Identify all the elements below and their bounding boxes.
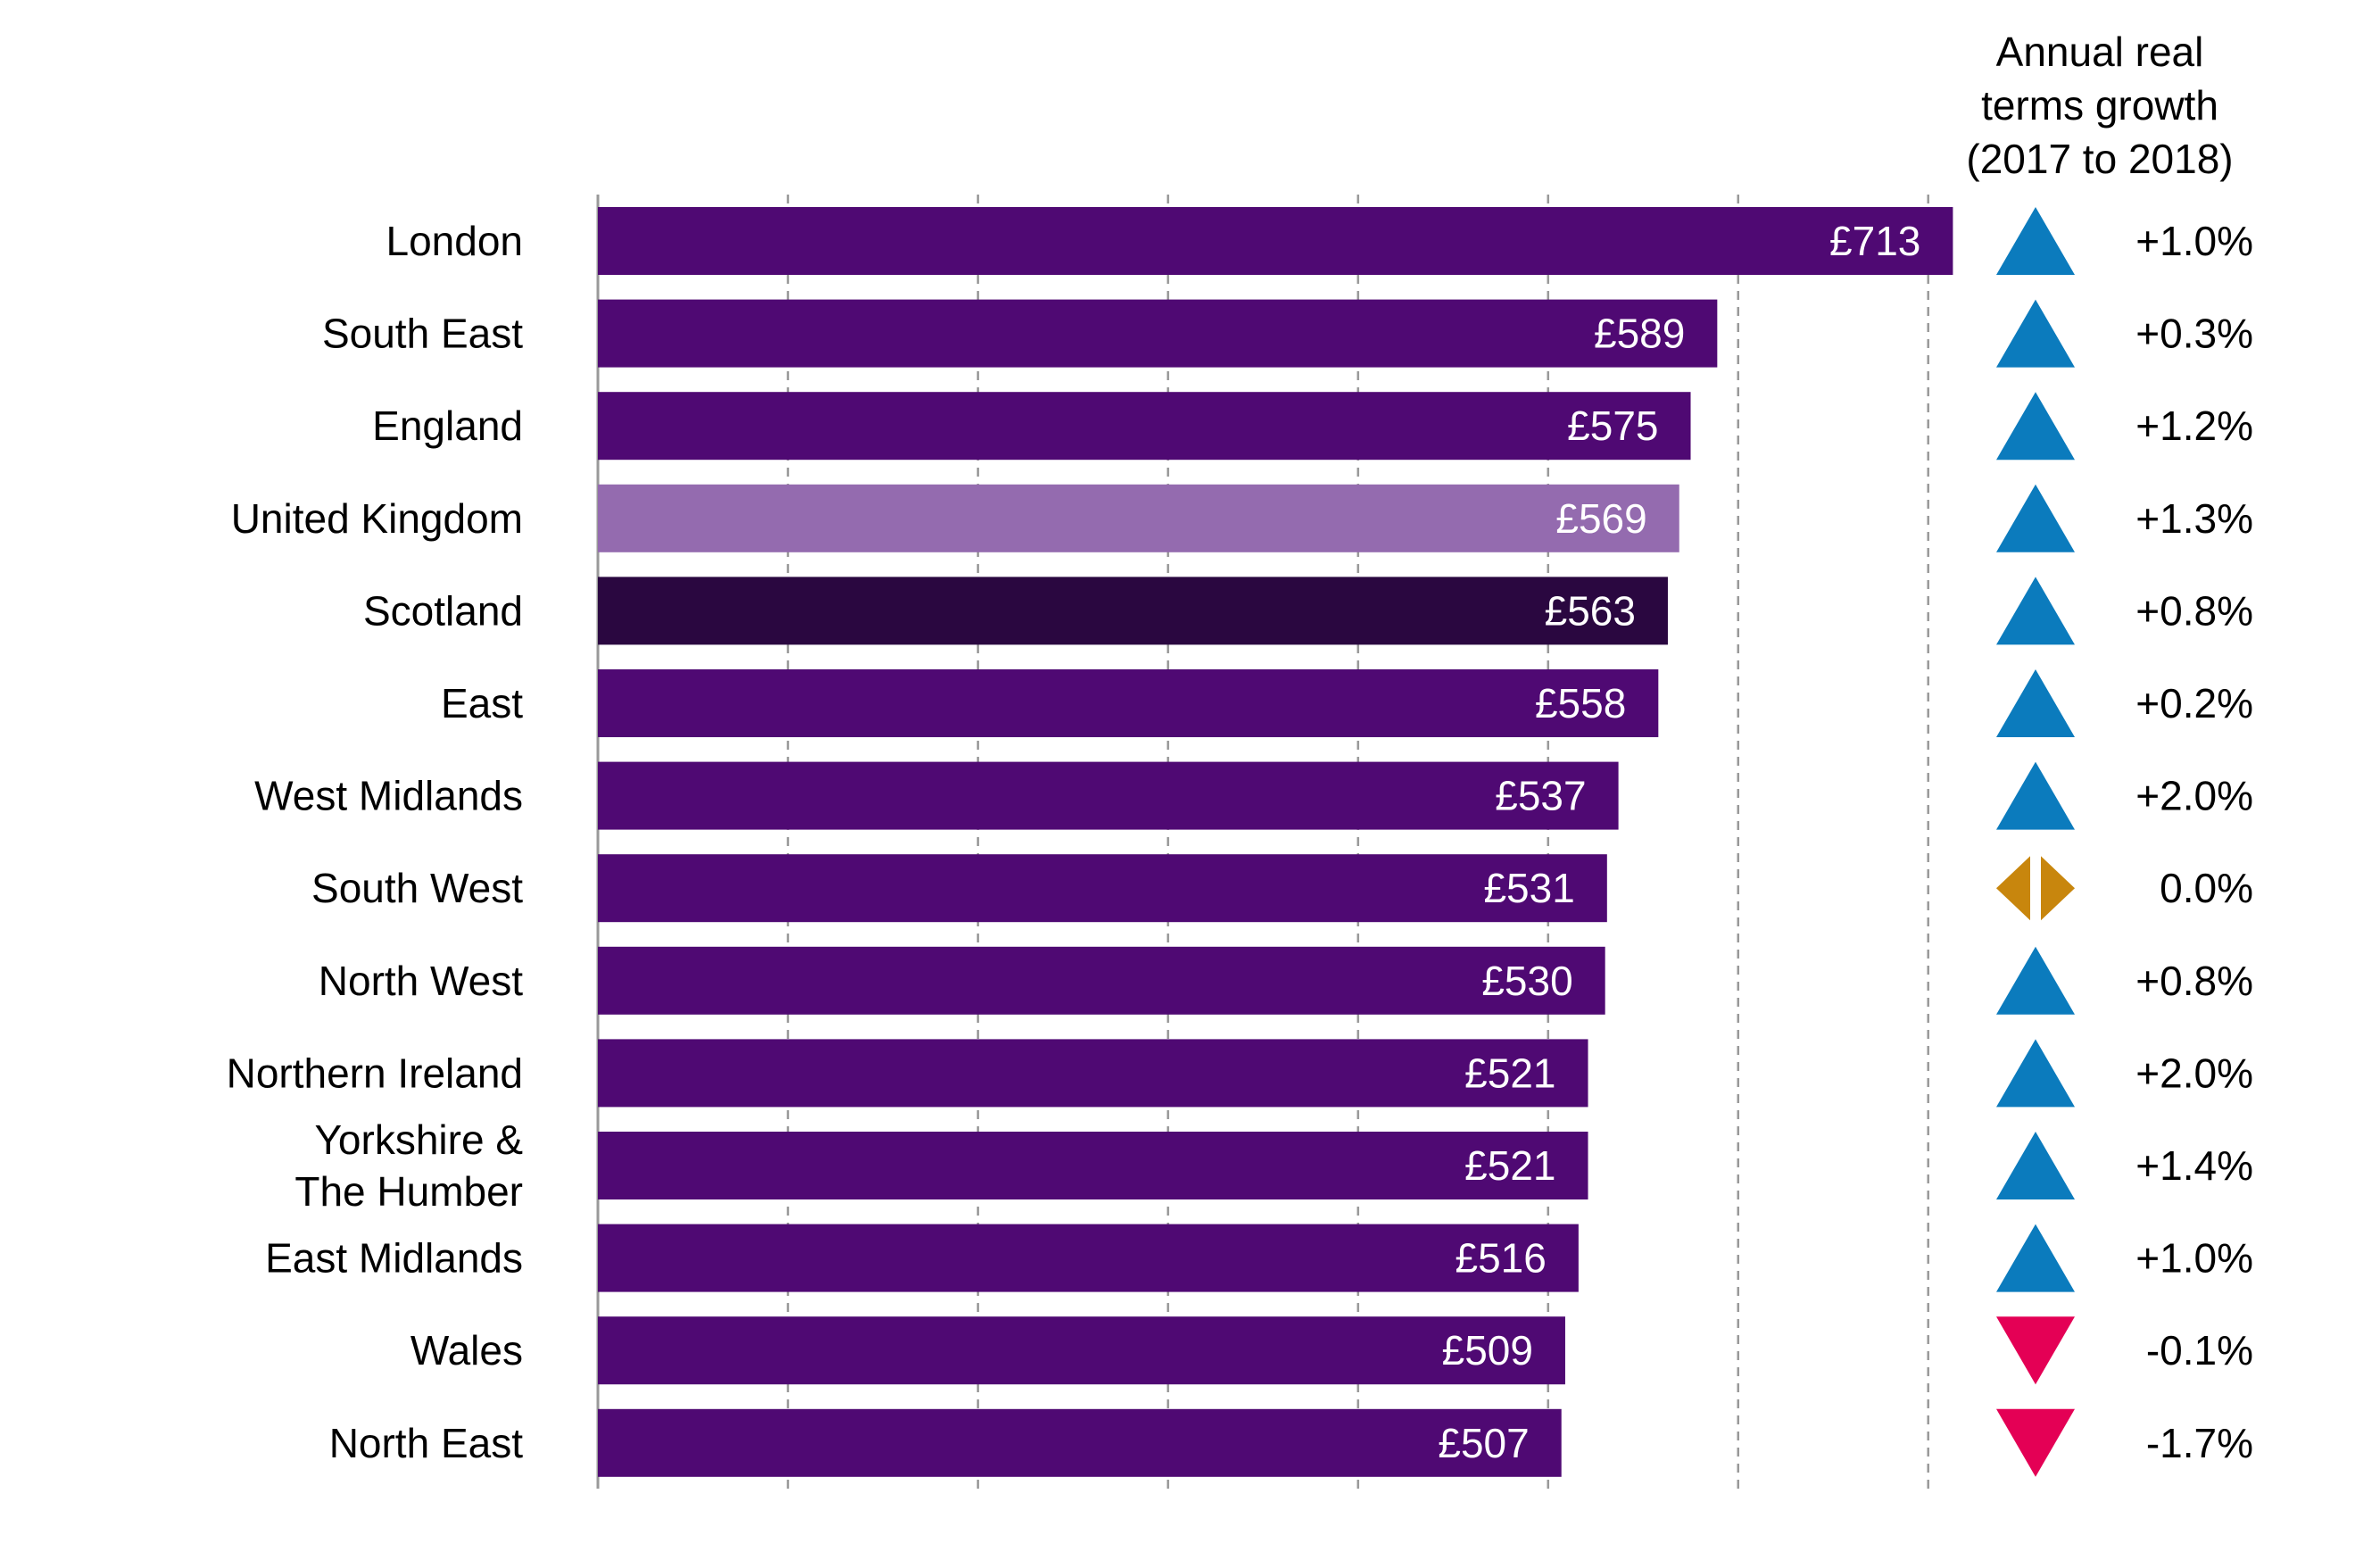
triangle-up-icon (1996, 1132, 2075, 1199)
triangle-up-icon (1996, 392, 2075, 461)
growth-value-label: +0.3% (2135, 311, 2253, 357)
bar (598, 854, 1607, 923)
bar-value-label: £507 (1438, 1420, 1529, 1466)
triangle-up-icon (1996, 207, 2075, 275)
bar-value-label: £589 (1594, 311, 1685, 357)
category-label: England (372, 403, 523, 449)
growth-header-line: Annual real (1996, 29, 2204, 75)
bars: £713 £589 £575 £569 £563 £558 £537 £531 £530 £521… (598, 207, 1953, 1477)
bar (598, 577, 1668, 645)
bar (598, 1316, 1565, 1385)
diamond-split-icon (1996, 856, 2075, 921)
category-label: South East (322, 311, 523, 357)
growth-header-line: (2017 to 2018) (1966, 136, 2233, 182)
triangle-up-icon (1996, 577, 2075, 645)
bar-value-label: £521 (1464, 1050, 1555, 1096)
bar-value-label: £516 (1455, 1235, 1547, 1282)
bar (598, 1039, 1588, 1108)
growth-value-label: +1.4% (2135, 1142, 2253, 1189)
category-label: United Kingdom (231, 495, 523, 542)
bar (598, 761, 1619, 830)
growth-value-label: +1.0% (2135, 1235, 2253, 1282)
category-label: Yorkshire & (314, 1116, 523, 1163)
growth-value-label: -0.1% (2146, 1327, 2253, 1374)
gridlines (596, 195, 1929, 1489)
triangle-up-icon (1996, 761, 2075, 830)
category-label: The Humber (294, 1168, 523, 1215)
growth-value-label: +1.0% (2135, 218, 2253, 264)
triangle-up-icon (1996, 299, 2075, 368)
triangle-down-icon (1996, 1316, 2075, 1385)
category-label: East Midlands (265, 1235, 523, 1282)
category-label: North West (319, 958, 523, 1004)
bar-value-label: £558 (1535, 680, 1626, 726)
growth-value-label: +0.2% (2135, 680, 2253, 726)
growth-header-line: terms growth (1981, 82, 2218, 129)
growth-header: Annual real terms growth (2017 to 2018) (1966, 29, 2233, 182)
category-label: West Midlands (254, 773, 523, 819)
growth-value-label: +2.0% (2135, 773, 2253, 819)
growth-value-label: 0.0% (2160, 865, 2253, 911)
triangle-up-icon (1996, 484, 2075, 552)
bar-value-label: £563 (1545, 587, 1636, 634)
category-label: Wales (410, 1327, 523, 1374)
triangle-up-icon (1996, 1224, 2075, 1292)
growth-value-label: +1.3% (2135, 495, 2253, 542)
bar-value-label: £509 (1442, 1327, 1533, 1374)
triangle-up-icon (1996, 1039, 2075, 1108)
growth-value-label: +0.8% (2135, 587, 2253, 634)
category-labels: London South East England United Kingdom Sco… (227, 218, 524, 1466)
bar (598, 392, 1691, 461)
bar (598, 1224, 1579, 1292)
growth-value-label: -1.7% (2146, 1420, 2253, 1466)
bar-value-label: £521 (1464, 1142, 1555, 1189)
category-label: North East (329, 1420, 524, 1466)
bar (598, 299, 1718, 368)
bar-value-label: £569 (1555, 495, 1646, 542)
bar-value-label: £537 (1495, 773, 1586, 819)
bar (598, 946, 1605, 1015)
triangle-down-icon (1996, 1408, 2075, 1477)
category-label: London (386, 218, 524, 264)
growth-value-label: +1.2% (2135, 403, 2253, 449)
category-label: Northern Ireland (227, 1050, 523, 1096)
triangle-up-icon (1996, 946, 2075, 1015)
bar (598, 1408, 1562, 1477)
category-label: East (441, 680, 523, 726)
category-label: Scotland (363, 587, 523, 634)
growth-column: +1.0% +0.3% +1.2% +1.3% +0.8% +0.2% +2.0% 0.0% +… (1996, 207, 2253, 1477)
bar-value-label: £530 (1481, 958, 1572, 1004)
bar (598, 1132, 1588, 1199)
bar-value-label: £575 (1567, 403, 1658, 449)
bar-value-label: £713 (1829, 218, 1920, 264)
growth-value-label: +2.0% (2135, 1050, 2253, 1096)
triangle-up-icon (1996, 669, 2075, 737)
category-label: South West (311, 865, 523, 911)
bar (598, 669, 1659, 737)
bar (598, 207, 1953, 275)
growth-value-label: +0.8% (2135, 958, 2253, 1004)
bar (598, 484, 1679, 552)
bar-value-label: £531 (1483, 865, 1574, 911)
